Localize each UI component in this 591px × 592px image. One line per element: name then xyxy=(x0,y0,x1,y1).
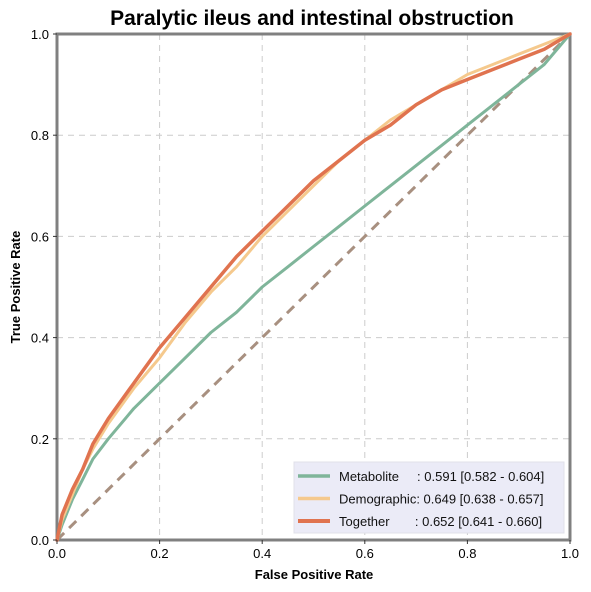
legend-label-together: Together : 0.652 [0.641 - 0.660] xyxy=(339,514,542,529)
legend: Metabolite : 0.591 [0.582 - 0.604] Demogr… xyxy=(293,461,565,534)
series-line-together xyxy=(55,32,572,542)
y-axis-label: True Positive Rate xyxy=(8,231,23,344)
legend-label-demographic: Demographic: 0.649 [0.638 - 0.657] xyxy=(339,492,544,507)
x-axis-label: False Positive Rate xyxy=(255,567,374,582)
x-tick-label: 1.0 xyxy=(561,546,579,561)
plot-frame xyxy=(55,32,572,542)
y-tick-label: 0.6 xyxy=(31,229,49,244)
x-tick-label: 0.2 xyxy=(151,546,169,561)
x-tick-label: 0.6 xyxy=(356,546,374,561)
series-line-metabolite xyxy=(55,32,572,542)
reference-line-group xyxy=(55,32,572,542)
y-tick-label: 0.4 xyxy=(31,331,49,346)
y-tick-label: 0.8 xyxy=(31,128,49,143)
x-tick-label: 0.4 xyxy=(253,546,271,561)
chance-diagonal-line xyxy=(55,32,572,542)
tick-labels: 0.0 0.2 0.4 0.6 0.8 1.0 0.0 0.2 0.4 0.6 0.8 1.0 xyxy=(31,27,579,561)
x-tick-label: 0.8 xyxy=(458,546,476,561)
x-tick-label: 0.0 xyxy=(48,546,66,561)
series-lines xyxy=(55,32,572,542)
y-tick-label: 0.0 xyxy=(31,533,49,548)
y-tick-label: 0.2 xyxy=(31,432,49,447)
chart-title: Paralytic ileus and intestinal obstructi… xyxy=(110,7,514,30)
y-tick-label: 1.0 xyxy=(31,27,49,42)
legend-items: Metabolite : 0.591 [0.582 - 0.604] Demogr… xyxy=(298,469,544,529)
legend-label-metabolite: Metabolite : 0.591 [0.582 - 0.604] xyxy=(339,469,544,484)
legend-box xyxy=(293,461,565,534)
